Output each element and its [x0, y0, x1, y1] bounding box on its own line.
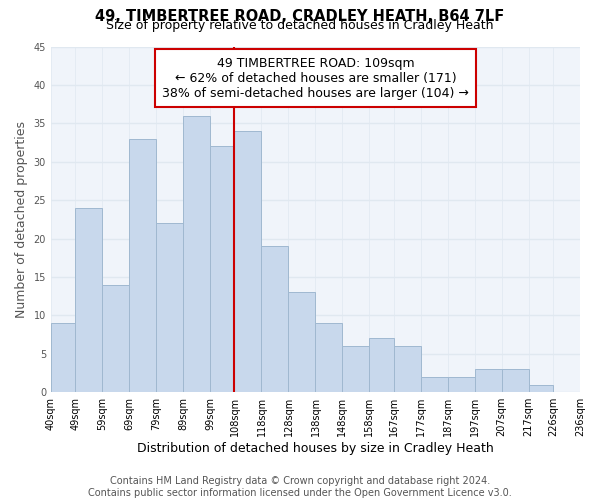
Bar	[183, 116, 210, 392]
Bar	[235, 131, 262, 392]
Text: Size of property relative to detached houses in Cradley Heath: Size of property relative to detached ho…	[106, 18, 494, 32]
Bar	[289, 292, 316, 392]
Bar	[370, 338, 394, 392]
Bar	[210, 146, 235, 392]
X-axis label: Distribution of detached houses by size in Cradley Heath: Distribution of detached houses by size …	[137, 442, 494, 455]
Bar	[394, 346, 421, 392]
Bar	[262, 246, 289, 392]
Bar	[129, 138, 156, 392]
Bar	[316, 323, 343, 392]
Bar	[343, 346, 370, 392]
Y-axis label: Number of detached properties: Number of detached properties	[15, 121, 28, 318]
Bar	[51, 323, 75, 392]
Bar	[102, 284, 129, 392]
Bar	[448, 377, 475, 392]
Bar	[529, 384, 553, 392]
Bar	[421, 377, 448, 392]
Text: 49 TIMBERTREE ROAD: 109sqm
← 62% of detached houses are smaller (171)
38% of sem: 49 TIMBERTREE ROAD: 109sqm ← 62% of deta…	[162, 57, 469, 100]
Bar	[475, 369, 502, 392]
Bar	[502, 369, 529, 392]
Text: 49, TIMBERTREE ROAD, CRADLEY HEATH, B64 7LF: 49, TIMBERTREE ROAD, CRADLEY HEATH, B64 …	[95, 9, 505, 24]
Text: Contains HM Land Registry data © Crown copyright and database right 2024.
Contai: Contains HM Land Registry data © Crown c…	[88, 476, 512, 498]
Bar	[156, 223, 183, 392]
Bar	[75, 208, 102, 392]
